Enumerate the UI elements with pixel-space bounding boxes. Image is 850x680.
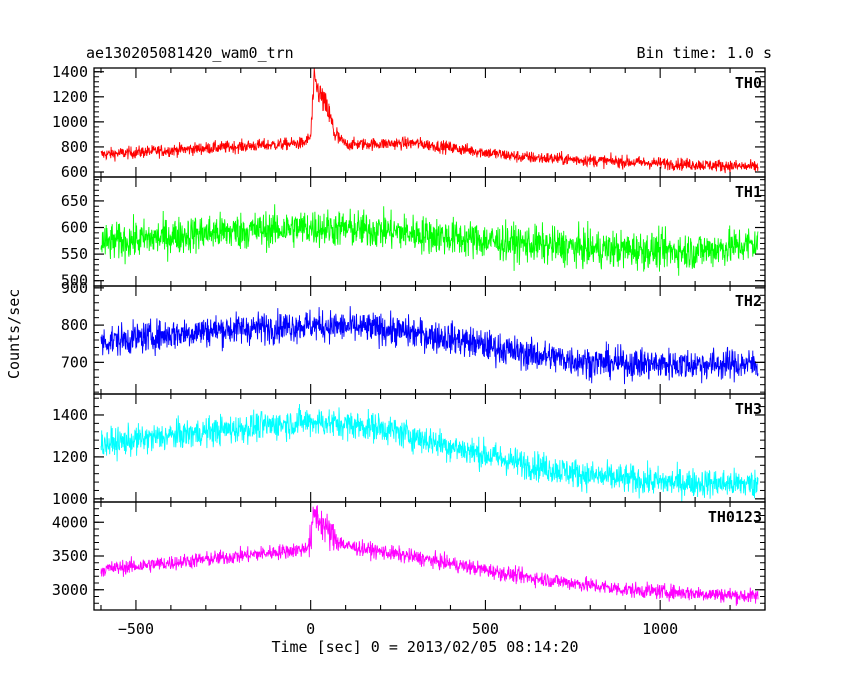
x-tick-label: 1000 bbox=[642, 620, 678, 638]
y-tick-label: 3500 bbox=[52, 547, 88, 565]
bin-time-label: Bin time: 1.0 s bbox=[636, 44, 772, 62]
panel-label-th2: TH2 bbox=[735, 292, 762, 310]
y-tick-label: 800 bbox=[61, 138, 88, 156]
panel-label-th0: TH0 bbox=[735, 74, 762, 92]
panel-label-th3: TH3 bbox=[735, 400, 762, 418]
y-tick-label: 1400 bbox=[52, 63, 88, 81]
series-line-th1 bbox=[100, 204, 759, 276]
chart-title: ae130205081420_wam0_trn bbox=[86, 44, 294, 62]
y-tick-label: 3000 bbox=[52, 581, 88, 599]
series-line-th3 bbox=[100, 403, 759, 503]
series-line-th0 bbox=[100, 67, 759, 174]
y-tick-label: 550 bbox=[61, 245, 88, 263]
panel-label-th1: TH1 bbox=[735, 183, 762, 201]
x-tick-label: 500 bbox=[472, 620, 499, 638]
y-tick-label: 700 bbox=[61, 353, 88, 371]
y-tick-label: 1400 bbox=[52, 406, 88, 424]
y-tick-label: 1200 bbox=[52, 448, 88, 466]
y-tick-label: 600 bbox=[61, 163, 88, 181]
y-tick-label: 650 bbox=[61, 192, 88, 210]
y-tick-label: 1000 bbox=[52, 113, 88, 131]
y-tick-label: 1200 bbox=[52, 88, 88, 106]
y-tick-label: 4000 bbox=[52, 513, 88, 531]
y-axis-label: Counts/sec bbox=[5, 288, 23, 379]
x-tick-label: −500 bbox=[118, 620, 154, 638]
series-line-th0123 bbox=[100, 505, 759, 606]
x-axis-label: Time [sec] 0 = 2013/02/05 08:14:20 bbox=[271, 638, 579, 656]
y-tick-label: 1000 bbox=[52, 490, 88, 508]
y-tick-label: 800 bbox=[61, 316, 88, 334]
y-tick-label: 600 bbox=[61, 219, 88, 237]
x-tick-label: 0 bbox=[306, 620, 315, 638]
series-line-th2 bbox=[100, 306, 759, 385]
y-tick-label: 900 bbox=[61, 279, 88, 297]
y-tick-label: 500 bbox=[61, 272, 88, 290]
panel-label-th0123: TH0123 bbox=[708, 508, 762, 526]
panel-frame-th2 bbox=[93, 285, 766, 395]
